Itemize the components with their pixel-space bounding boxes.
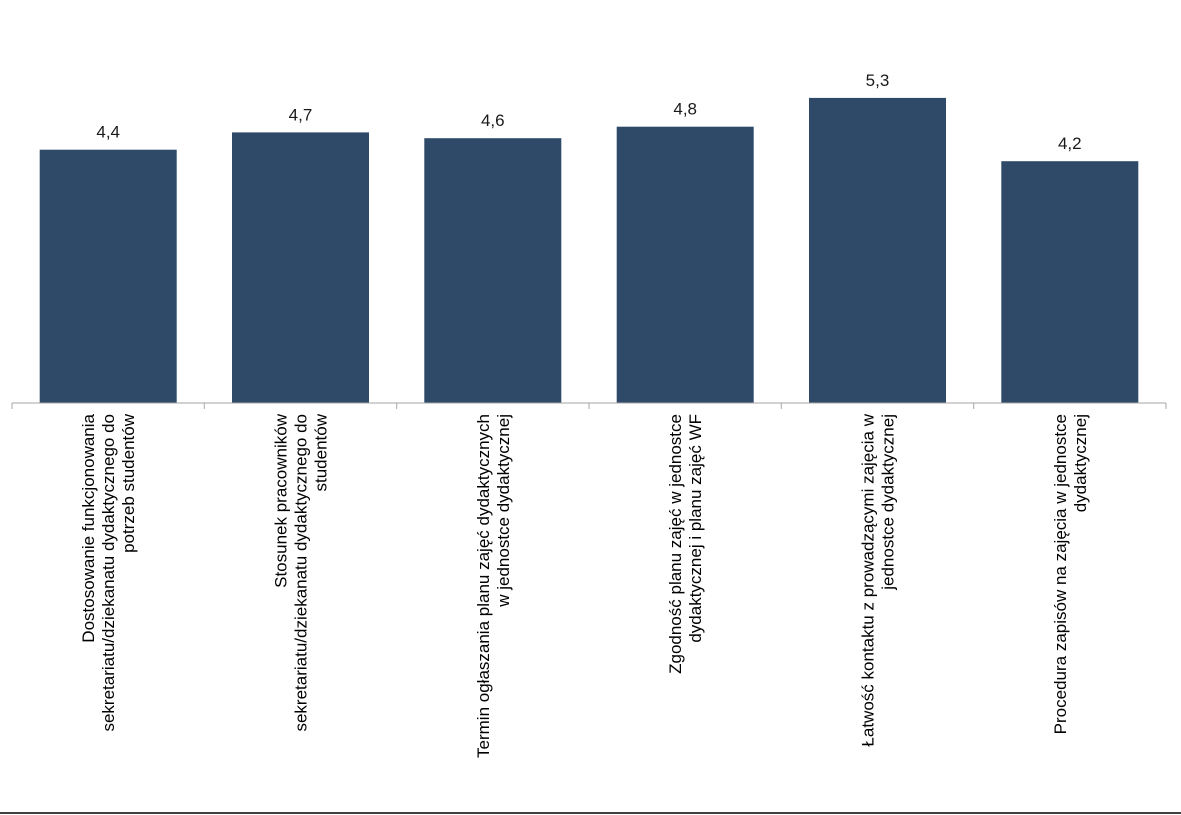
category-label-line: dydaktycznej i planu zajęć WF (686, 414, 705, 643)
category-label-6: Procedura zapisów na zajęcia w jednostce… (1051, 414, 1090, 734)
category-label-line: Dostosowanie funkcjonowania (79, 413, 98, 642)
category-label-line: jednostce dydaktycznej (879, 414, 898, 591)
bar-value-label-3: 4,6 (481, 111, 505, 130)
category-label-line: Stosunek pracowników (272, 413, 291, 588)
category-label-2: Stosunek pracownikówsekretariatu/dziekan… (272, 413, 331, 731)
category-label-1: Dostosowanie funkcjonowaniasekretariatu/… (79, 413, 138, 731)
category-label-5: Łatwość kontaktu z prowadzącymi zajęcia … (859, 413, 898, 746)
bar-5 (809, 97, 946, 404)
bar-value-label-2: 4,7 (289, 105, 313, 124)
x-axis (11, 402, 1167, 409)
category-label-line: sekretariatu/dziekanatu dydaktycznego do (99, 414, 118, 732)
category-label-line: Procedura zapisów na zajęcia w jednostce (1051, 414, 1070, 734)
bar-6 (1001, 161, 1139, 403)
category-label-line: Łatwość kontaktu z prowadzącymi zajęcia … (859, 413, 878, 746)
bar-2 (232, 132, 369, 403)
category-label-line: w jednostce dydaktycznej (494, 414, 513, 608)
category-label-line: potrzeb studentów (119, 413, 138, 553)
bar-4 (616, 126, 754, 403)
category-label-line: studentów (312, 413, 331, 491)
bars-group (39, 97, 1139, 404)
bar-value-label-5: 5,3 (866, 71, 890, 90)
category-label-line: Termin ogłaszania planu zajęć dydaktyczn… (474, 414, 493, 758)
category-label-3: Termin ogłaszania planu zajęć dydaktyczn… (474, 414, 513, 758)
bar-value-label-6: 4,2 (1058, 134, 1082, 153)
category-label-line: sekretariatu/dziekanatu dydaktycznego do (292, 414, 311, 732)
bar-1 (39, 149, 177, 403)
value-labels-group: 4,4 4,7 4,6 4,8 5,3 4,2 (96, 71, 1081, 153)
bar-value-label-4: 4,8 (673, 100, 697, 119)
bar-3 (424, 138, 562, 403)
category-labels-group: Dostosowanie funkcjonowaniasekretariatu/… (79, 413, 1090, 758)
bar-value-label-1: 4,4 (96, 123, 120, 142)
category-label-line: Zgodność planu zajęć w jednostce (666, 414, 685, 674)
category-label-line: dydaktycznej (1071, 414, 1090, 512)
category-label-4: Zgodność planu zajęć w jednostcedydaktyc… (666, 414, 705, 674)
